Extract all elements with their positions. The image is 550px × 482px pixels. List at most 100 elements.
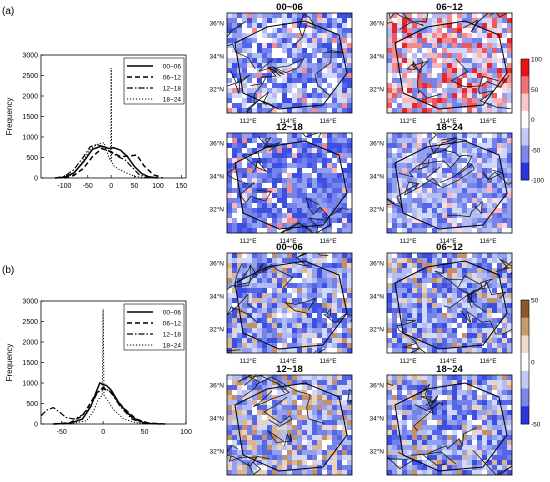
boundary-line (445, 277, 487, 313)
boundary-line (450, 58, 510, 88)
map-frame (226, 252, 353, 354)
colorbar-swatch (521, 335, 529, 354)
lat-label: 34°N (369, 293, 384, 301)
boundary-line (252, 382, 290, 407)
map-frame (386, 252, 513, 354)
y-tick-label: 2500 (22, 319, 38, 326)
boundary-line (388, 13, 424, 26)
colorbar-swatch (521, 317, 529, 336)
boundary-line (415, 60, 442, 99)
boundary-line (425, 163, 475, 189)
series-line (54, 143, 149, 179)
lat-label: 36°N (369, 382, 384, 390)
x-tick-label: 0 (109, 183, 113, 190)
series-line (53, 387, 166, 425)
boundary-line (227, 166, 249, 185)
lat-label: 36°N (209, 20, 224, 28)
boundary-line (387, 183, 420, 209)
x-tick-label: 100 (152, 183, 164, 190)
lon-label: 112°E (399, 117, 417, 125)
lat-label: 36°N (369, 20, 384, 28)
histogram-chart: (b) 0 500 1000 1500 2000 2500 3000 -50 0 50 100 Freq… (2, 265, 192, 436)
boundary-line (239, 182, 272, 204)
legend-entry: 18~24 (163, 343, 182, 350)
map-field (387, 253, 512, 353)
region-outline (394, 260, 508, 350)
lat-label: 36°N (209, 140, 224, 148)
lat-label: 34°N (209, 173, 224, 181)
region-outline (394, 382, 508, 472)
y-axis-label: Frequency (5, 344, 14, 382)
boundary-line (399, 13, 429, 30)
legend-entry: 12~18 (163, 332, 182, 339)
map-panel: 06~12 36°N 34°N 32°N 112°E 114°E 116°E (369, 2, 513, 125)
y-tick-label: 1000 (22, 381, 38, 388)
boundary-line (227, 293, 259, 324)
map-panel: 00~06 36°N 34°N 32°N 112°E 114°E 116°E (209, 242, 353, 365)
boundary-line (396, 319, 427, 353)
region-outline (394, 20, 508, 110)
region-outline (234, 20, 348, 110)
colorbar-tick-label: 50 (531, 87, 539, 94)
lat-label: 36°N (209, 260, 224, 268)
boundary-line (410, 451, 457, 466)
lon-label: 114°E (439, 357, 457, 365)
boundary-line (472, 450, 512, 475)
boundary-line (246, 98, 274, 113)
lat-label: 36°N (369, 140, 384, 148)
lon-label: 116°E (319, 237, 337, 245)
colorbar-swatch (521, 93, 529, 112)
series-line (64, 147, 163, 179)
boundary-line (241, 375, 264, 398)
boundary-line (293, 13, 318, 46)
lon-label: 114°E (279, 357, 297, 365)
colorbar-swatch (521, 145, 529, 164)
lon-label: 116°E (479, 117, 497, 125)
boundary-line (462, 13, 508, 33)
boundary-line (495, 258, 512, 274)
boundary-line (323, 308, 352, 324)
lat-label: 34°N (369, 173, 384, 181)
map-panel: 06~12 36°N 34°N 32°N 112°E 114°E 116°E (369, 242, 513, 365)
boundary-line (278, 222, 313, 233)
boundary-line (255, 376, 325, 424)
lon-label: 116°E (319, 357, 337, 365)
colorbar-swatch (521, 110, 529, 129)
lat-label: 34°N (209, 53, 224, 61)
lat-label: 36°N (209, 382, 224, 390)
map-field (227, 133, 352, 233)
map-panels: 00~06 36°N 34°N 32°N 112°E 114°E 116°E 06~12 36°… (209, 2, 513, 482)
colorbar-frame (520, 58, 530, 181)
x-tick-label: 0 (101, 429, 105, 436)
lat-label: 32°N (369, 326, 384, 334)
y-tick-label: 3000 (22, 299, 38, 306)
map-frame (386, 132, 513, 234)
legend-entry: 12~18 (163, 86, 182, 93)
lat-label: 36°N (369, 260, 384, 268)
boundary-line (314, 50, 344, 96)
colorbar-swatch (521, 353, 529, 372)
x-tick-label: -50 (57, 429, 67, 436)
colorbar-tick-label: -50 (531, 422, 541, 429)
y-tick-label: 1500 (22, 360, 38, 367)
boundary-line (387, 451, 415, 470)
boundary-line (460, 310, 512, 335)
lat-label: 32°N (369, 206, 384, 214)
map-title: 12~18 (276, 364, 303, 375)
boundary-line (227, 20, 256, 70)
colorbar-swatch (521, 59, 529, 77)
colorbars: 100 50 0 -50 -100 50 0 -50 (520, 57, 544, 429)
series-line (69, 309, 153, 425)
lon-label: 112°E (399, 237, 417, 245)
boundary-line (478, 75, 511, 109)
boundary-line (428, 427, 478, 454)
boundary-line (402, 342, 420, 353)
colorbar: 50 0 -50 (520, 298, 541, 429)
region-outline (234, 382, 348, 472)
boundary-line (305, 197, 331, 233)
boundary-line (406, 60, 423, 74)
